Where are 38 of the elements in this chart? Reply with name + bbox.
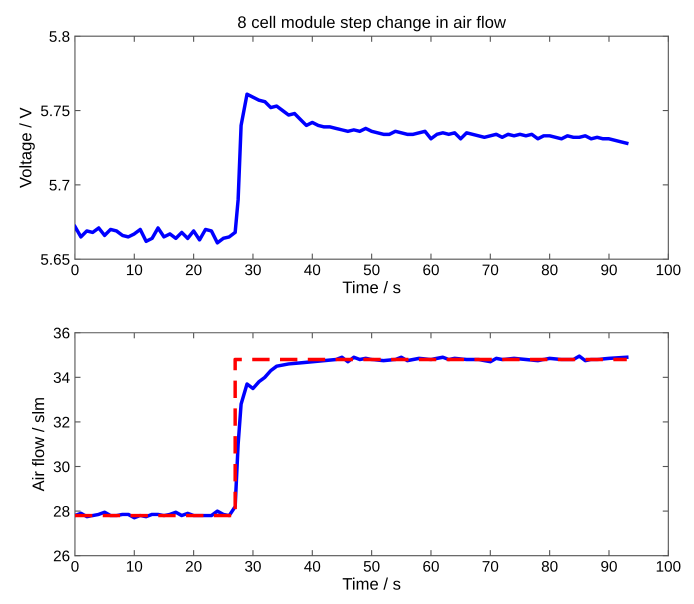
x-tick-label: 90 (601, 560, 617, 572)
y-tick-label: 36 (54, 328, 70, 338)
y-axis-title: Voltage / V (19, 107, 35, 188)
x-tick-label: 0 (71, 264, 79, 276)
line-series (74, 92, 629, 245)
y-tick-label: 32 (54, 416, 70, 428)
x-tick-label: 90 (601, 264, 617, 276)
x-tick-label: 60 (423, 264, 439, 276)
y-tick-label: 34 (54, 372, 70, 384)
x-tick-label: 50 (364, 560, 380, 572)
x-tick-label: 80 (542, 264, 558, 276)
x-tick-label: 10 (126, 560, 142, 572)
chart-title: 8 cell module step change in air flow (238, 16, 506, 32)
x-tick-label: 0 (71, 560, 79, 572)
x-tick-label: 100 (656, 560, 680, 572)
x-tick-label: 40 (304, 560, 320, 572)
y-tick-label: 30 (54, 461, 70, 472)
x-tick-label: 70 (482, 264, 498, 276)
y-tick-label: 5.7 (49, 180, 70, 191)
x-tick-label: 10 (126, 264, 142, 276)
x-tick-label: 100 (656, 264, 680, 276)
x-tick-label: 70 (482, 560, 498, 572)
x-tick-label: 50 (364, 264, 380, 276)
y-tick-label: 28 (54, 506, 70, 517)
x-tick-label: 80 (542, 560, 558, 572)
y-axis-title: Air flow / slm (32, 398, 44, 492)
y-tick-label: 5.75 (40, 106, 70, 116)
x-axis-title: Time / s (342, 281, 400, 294)
y-tick-label: 5.65 (40, 254, 70, 265)
x-tick-label: 30 (245, 264, 261, 276)
x-tick-label: 20 (186, 560, 202, 572)
x-axis-title: Time / s (342, 578, 400, 590)
x-tick-label: 20 (186, 264, 202, 276)
y-tick-label: 26 (54, 550, 70, 562)
x-tick-label: 60 (423, 560, 439, 572)
y-tick-label: 5.8 (49, 31, 70, 42)
x-tick-label: 30 (245, 560, 261, 572)
x-tick-label: 40 (304, 264, 320, 276)
